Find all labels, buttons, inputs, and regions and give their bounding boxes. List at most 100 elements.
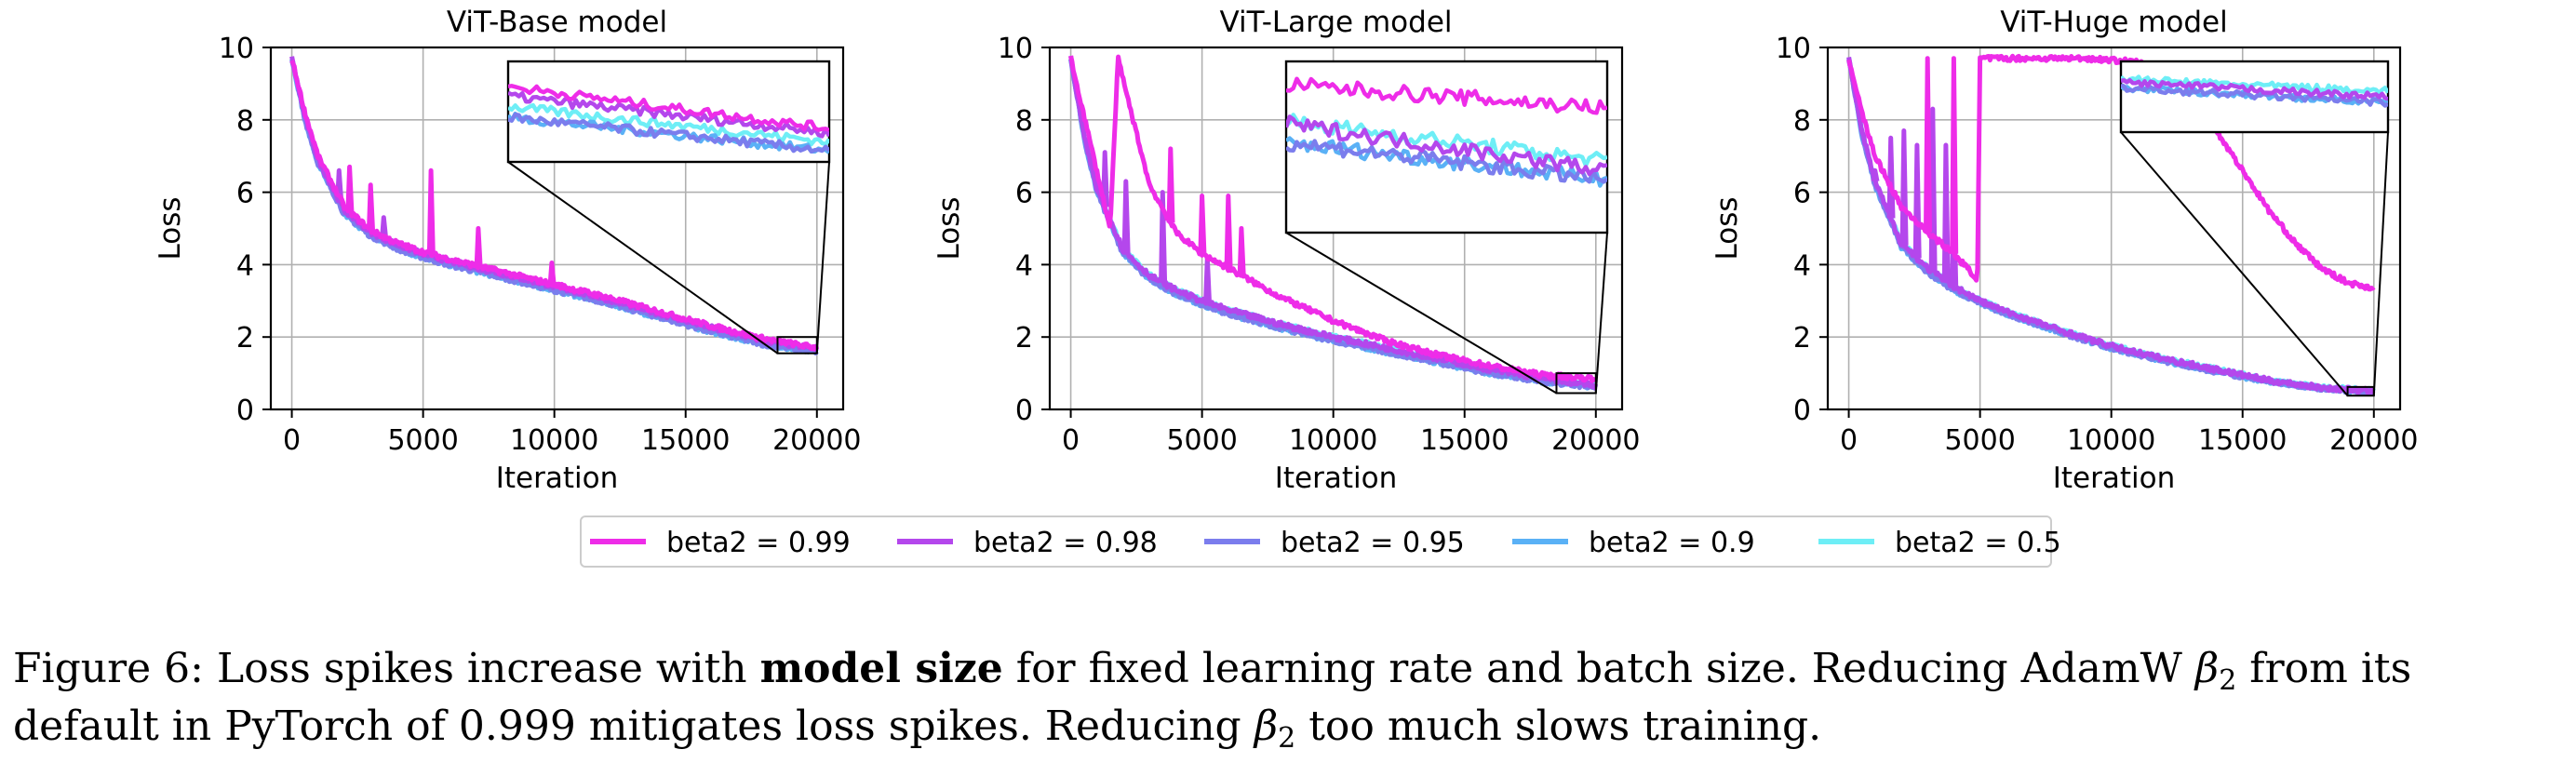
zoom-connector: [1285, 232, 1557, 395]
x-tick-label: 5000: [1166, 424, 1237, 457]
series-spike: [1101, 150, 1109, 207]
inset-series-group: [2121, 74, 2388, 108]
chart-panel-2: 0 5000 10000 15000 20000 0 2 4 6 8 10 ViT-Large mod…: [932, 6, 1641, 495]
series-spike: [1203, 255, 1212, 303]
legend-frame: [580, 515, 2052, 568]
y-tick-label: 8: [1015, 105, 1033, 138]
x-tick-label: 20000: [2329, 424, 2418, 457]
series-spike: [1224, 194, 1233, 269]
y-tick-label: 10: [219, 33, 254, 65]
chart-panel-1: 0 5000 10000 15000 20000 0 2 4 6 8 10 ViT-Base mode…: [154, 6, 862, 495]
series-spike: [1899, 128, 1909, 246]
caption-text-3: too much slows training.: [1295, 703, 1822, 750]
series-spike: [1886, 135, 1896, 219]
caption-beta-symbol-2: β: [1254, 703, 1279, 750]
y-tick-label: 4: [1015, 249, 1033, 282]
legend-label: beta2 = 0.5: [1895, 527, 2061, 559]
inset-series-line: [508, 112, 829, 154]
y-tick-label: 2: [1015, 322, 1033, 355]
y-tick-label: 6: [1015, 178, 1033, 210]
x-tick-label: 20000: [772, 424, 861, 457]
y-tick-label: 10: [1776, 33, 1811, 65]
zoom-connector: [2120, 131, 2349, 396]
inset-series-group: [1286, 76, 1607, 188]
zoom-connector: [507, 161, 779, 355]
zoom-connector: [815, 161, 830, 354]
x-tick-label: 15000: [1420, 424, 1509, 457]
axes-frame: [1826, 46, 2402, 411]
inset-series-line: [1286, 139, 1607, 184]
x-tick-label: 0: [1840, 424, 1858, 457]
x-tick-label: 20000: [1551, 424, 1640, 457]
series-group: [1846, 53, 2376, 396]
x-tick-label: 5000: [1944, 424, 2015, 457]
legend-label: beta2 = 0.98: [973, 527, 1158, 559]
series-spike: [1121, 179, 1131, 253]
x-tick-label: 10000: [1289, 424, 1377, 457]
chart-title: ViT-Large model: [1219, 6, 1452, 39]
y-axis-label: Loss: [1711, 197, 1744, 261]
inset-series-line: [508, 84, 829, 132]
series-spike: [1166, 146, 1175, 223]
series-spike: [1871, 167, 1880, 182]
zoom-connector: [2372, 131, 2389, 396]
x-tick-label: 0: [1062, 424, 1080, 457]
legend-label: beta2 = 0.95: [1281, 527, 1465, 559]
legend-label: beta2 = 0.9: [1589, 527, 1755, 559]
x-tick-label: 5000: [387, 424, 458, 457]
series-spike: [547, 261, 557, 285]
y-tick-label: 4: [1793, 249, 1811, 282]
axes-frame: [269, 46, 845, 411]
y-tick-label: 0: [1793, 395, 1811, 427]
x-tick-label: 10000: [2067, 424, 2155, 457]
y-tick-label: 2: [1793, 322, 1811, 355]
series-spike: [1912, 142, 1922, 259]
y-tick-label: 8: [236, 105, 254, 138]
chart-title: ViT-Base model: [447, 6, 667, 39]
caption-beta-subscript: 2: [2219, 664, 2237, 697]
y-tick-label: 0: [1015, 395, 1033, 427]
caption-text-1: for fixed learning rate and batch size. …: [1002, 645, 2195, 692]
y-tick-label: 6: [1793, 178, 1811, 210]
zoom-connector: [1594, 232, 1608, 394]
y-axis-label: Loss: [154, 197, 187, 261]
series-spike: [1159, 190, 1168, 283]
inset-series-line: [2121, 77, 2388, 101]
series-spike: [1237, 226, 1246, 276]
x-tick-label: 15000: [2198, 424, 2287, 457]
caption-beta-symbol: β: [2194, 645, 2220, 692]
y-tick-label: 2: [236, 322, 254, 355]
series-line: [1068, 55, 1599, 391]
x-axis-label: Iteration: [2053, 462, 2176, 495]
series-line: [1846, 56, 2376, 395]
figure-caption: Figure 6: Loss spikes increase with mode…: [13, 640, 2568, 756]
inset-series-line: [2121, 74, 2388, 96]
series-line: [1846, 53, 2376, 292]
series-line: [1068, 54, 1598, 383]
legend-label: beta2 = 0.99: [666, 527, 851, 559]
series-spike: [1924, 56, 1932, 233]
series-spike: [1941, 142, 1951, 281]
chart-panel-3: 0 5000 10000 15000 20000 0 2 4 6 8 10 ViT-Huge mode…: [1711, 6, 2419, 495]
y-tick-label: 10: [998, 33, 1033, 65]
inset-series-line: [508, 102, 829, 147]
series-line: [289, 60, 820, 352]
inset-series-line: [1286, 114, 1607, 177]
series-spike: [380, 215, 389, 239]
series-spike: [367, 182, 375, 231]
axes-frame: [1048, 46, 1624, 411]
x-tick-label: 0: [283, 424, 301, 457]
inset-series-line: [1286, 76, 1607, 115]
series-group: [1068, 54, 1599, 391]
y-axis-label: Loss: [932, 197, 966, 261]
y-tick-label: 8: [1793, 105, 1811, 138]
caption-text-2: from its default in PyTorch of 0.999 mit…: [13, 645, 2412, 750]
x-axis-label: Iteration: [1275, 462, 1398, 495]
series-spike: [474, 226, 483, 267]
x-tick-label: 10000: [510, 424, 598, 457]
inset-series-group: [508, 84, 829, 154]
caption-label: Figure 6: Loss spikes increase with: [13, 645, 760, 692]
series-spike: [1198, 194, 1207, 254]
legend: beta2 = 0.99 beta2 = 0.98 beta2 = 0.95 beta…: [580, 515, 2061, 568]
